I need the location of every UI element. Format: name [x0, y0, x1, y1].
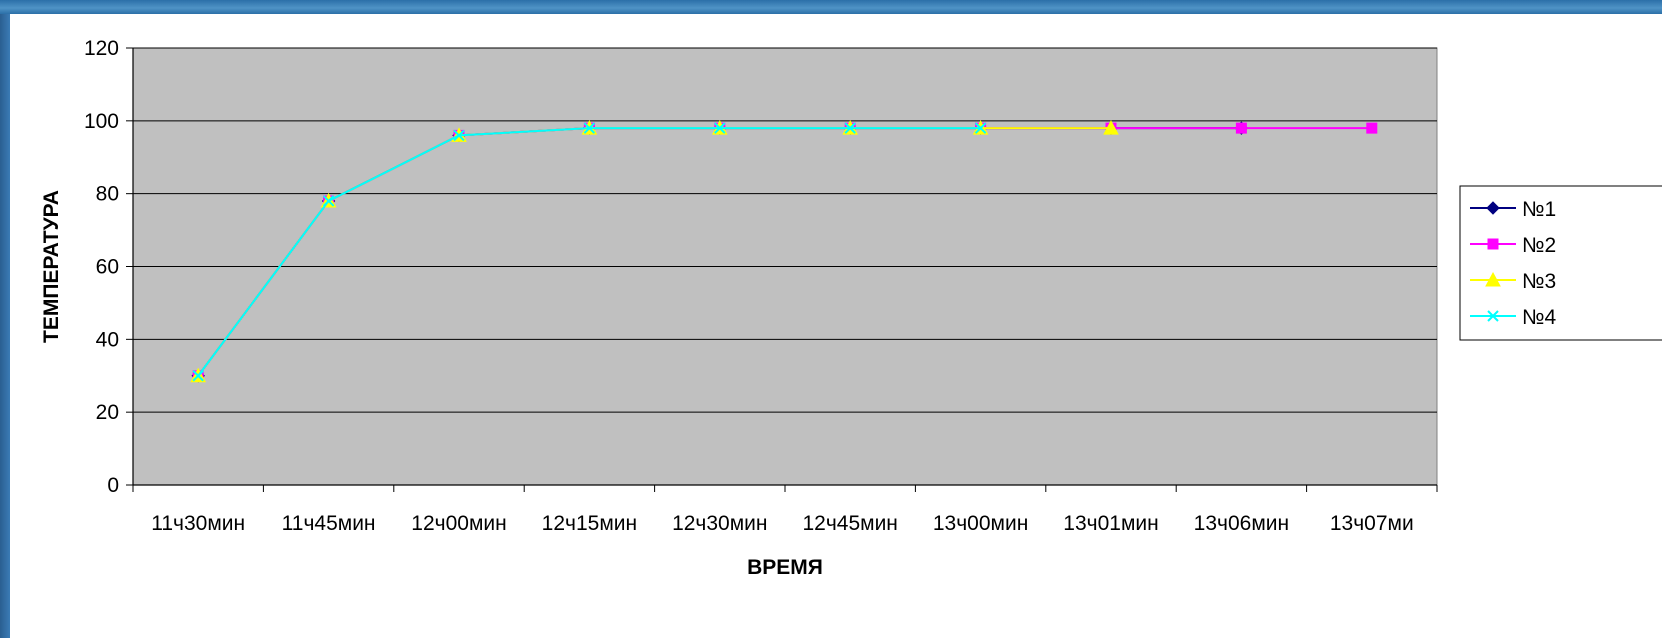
x-tick-label: 13ч00мин	[933, 512, 1028, 535]
x-tick-label: 12ч00мин	[411, 512, 506, 535]
series-4	[192, 122, 987, 382]
series-layer	[190, 120, 1378, 383]
gridlines	[133, 47, 1437, 413]
x-tick-label: 11ч30мин	[151, 512, 245, 535]
legend-item: №4	[1470, 306, 1557, 329]
legend-label: №4	[1522, 306, 1557, 329]
data-point	[1366, 122, 1378, 134]
x-tick-label: 12ч15мин	[542, 512, 637, 535]
x-tick-label: 12ч30мин	[672, 512, 767, 535]
y-tick-label: 100	[84, 110, 119, 133]
x-tick-label: 13ч07ми	[1330, 512, 1414, 535]
legend-marker	[1485, 271, 1501, 287]
data-point	[1235, 122, 1247, 134]
x-tick-label: 13ч06мин	[1194, 512, 1289, 535]
data-point	[1103, 120, 1119, 135]
data-point	[974, 122, 987, 134]
legend: №1 №2 №3 №4	[1459, 185, 1662, 341]
legend-label: №1	[1522, 198, 1556, 221]
data-point	[714, 122, 726, 134]
data-point	[192, 370, 204, 382]
x-tick-label: 11ч45мин	[282, 512, 376, 535]
legend-item: №2	[1470, 234, 1556, 257]
legend-item: №1	[1470, 198, 1556, 221]
data-point	[453, 129, 465, 142]
y-tick-label: 60	[96, 256, 119, 279]
legend-label: №3	[1522, 270, 1556, 293]
y-tick-label: 20	[96, 401, 119, 424]
legend-item: №3	[1470, 270, 1556, 293]
x-axis-title: ВРЕМЯ	[747, 556, 823, 579]
x-axis-ticks: 11ч30мин 11ч45мин 12ч00мин 12ч15мин 12ч30мин…	[132, 485, 1438, 535]
legend-label: №2	[1522, 234, 1556, 257]
legend-marker	[1487, 238, 1499, 250]
data-point	[844, 122, 856, 134]
window-edge	[0, 14, 10, 638]
y-tick-label: 120	[84, 37, 119, 60]
y-tick-label: 80	[96, 183, 119, 206]
x-tick-label: 13ч01мин	[1063, 512, 1158, 535]
y-tick-label: 40	[96, 328, 119, 351]
x-tick-label: 12ч45мин	[802, 512, 897, 535]
data-point	[322, 195, 335, 207]
y-axis-title: ТЕМПЕРАТУРА	[40, 190, 63, 343]
legend-marker	[1486, 201, 1500, 215]
legend-marker	[1487, 310, 1499, 322]
y-axis-ticks: 0 20 40 60 80 100 120	[84, 37, 133, 497]
y-tick-label: 0	[107, 474, 119, 497]
data-point	[583, 122, 596, 134]
